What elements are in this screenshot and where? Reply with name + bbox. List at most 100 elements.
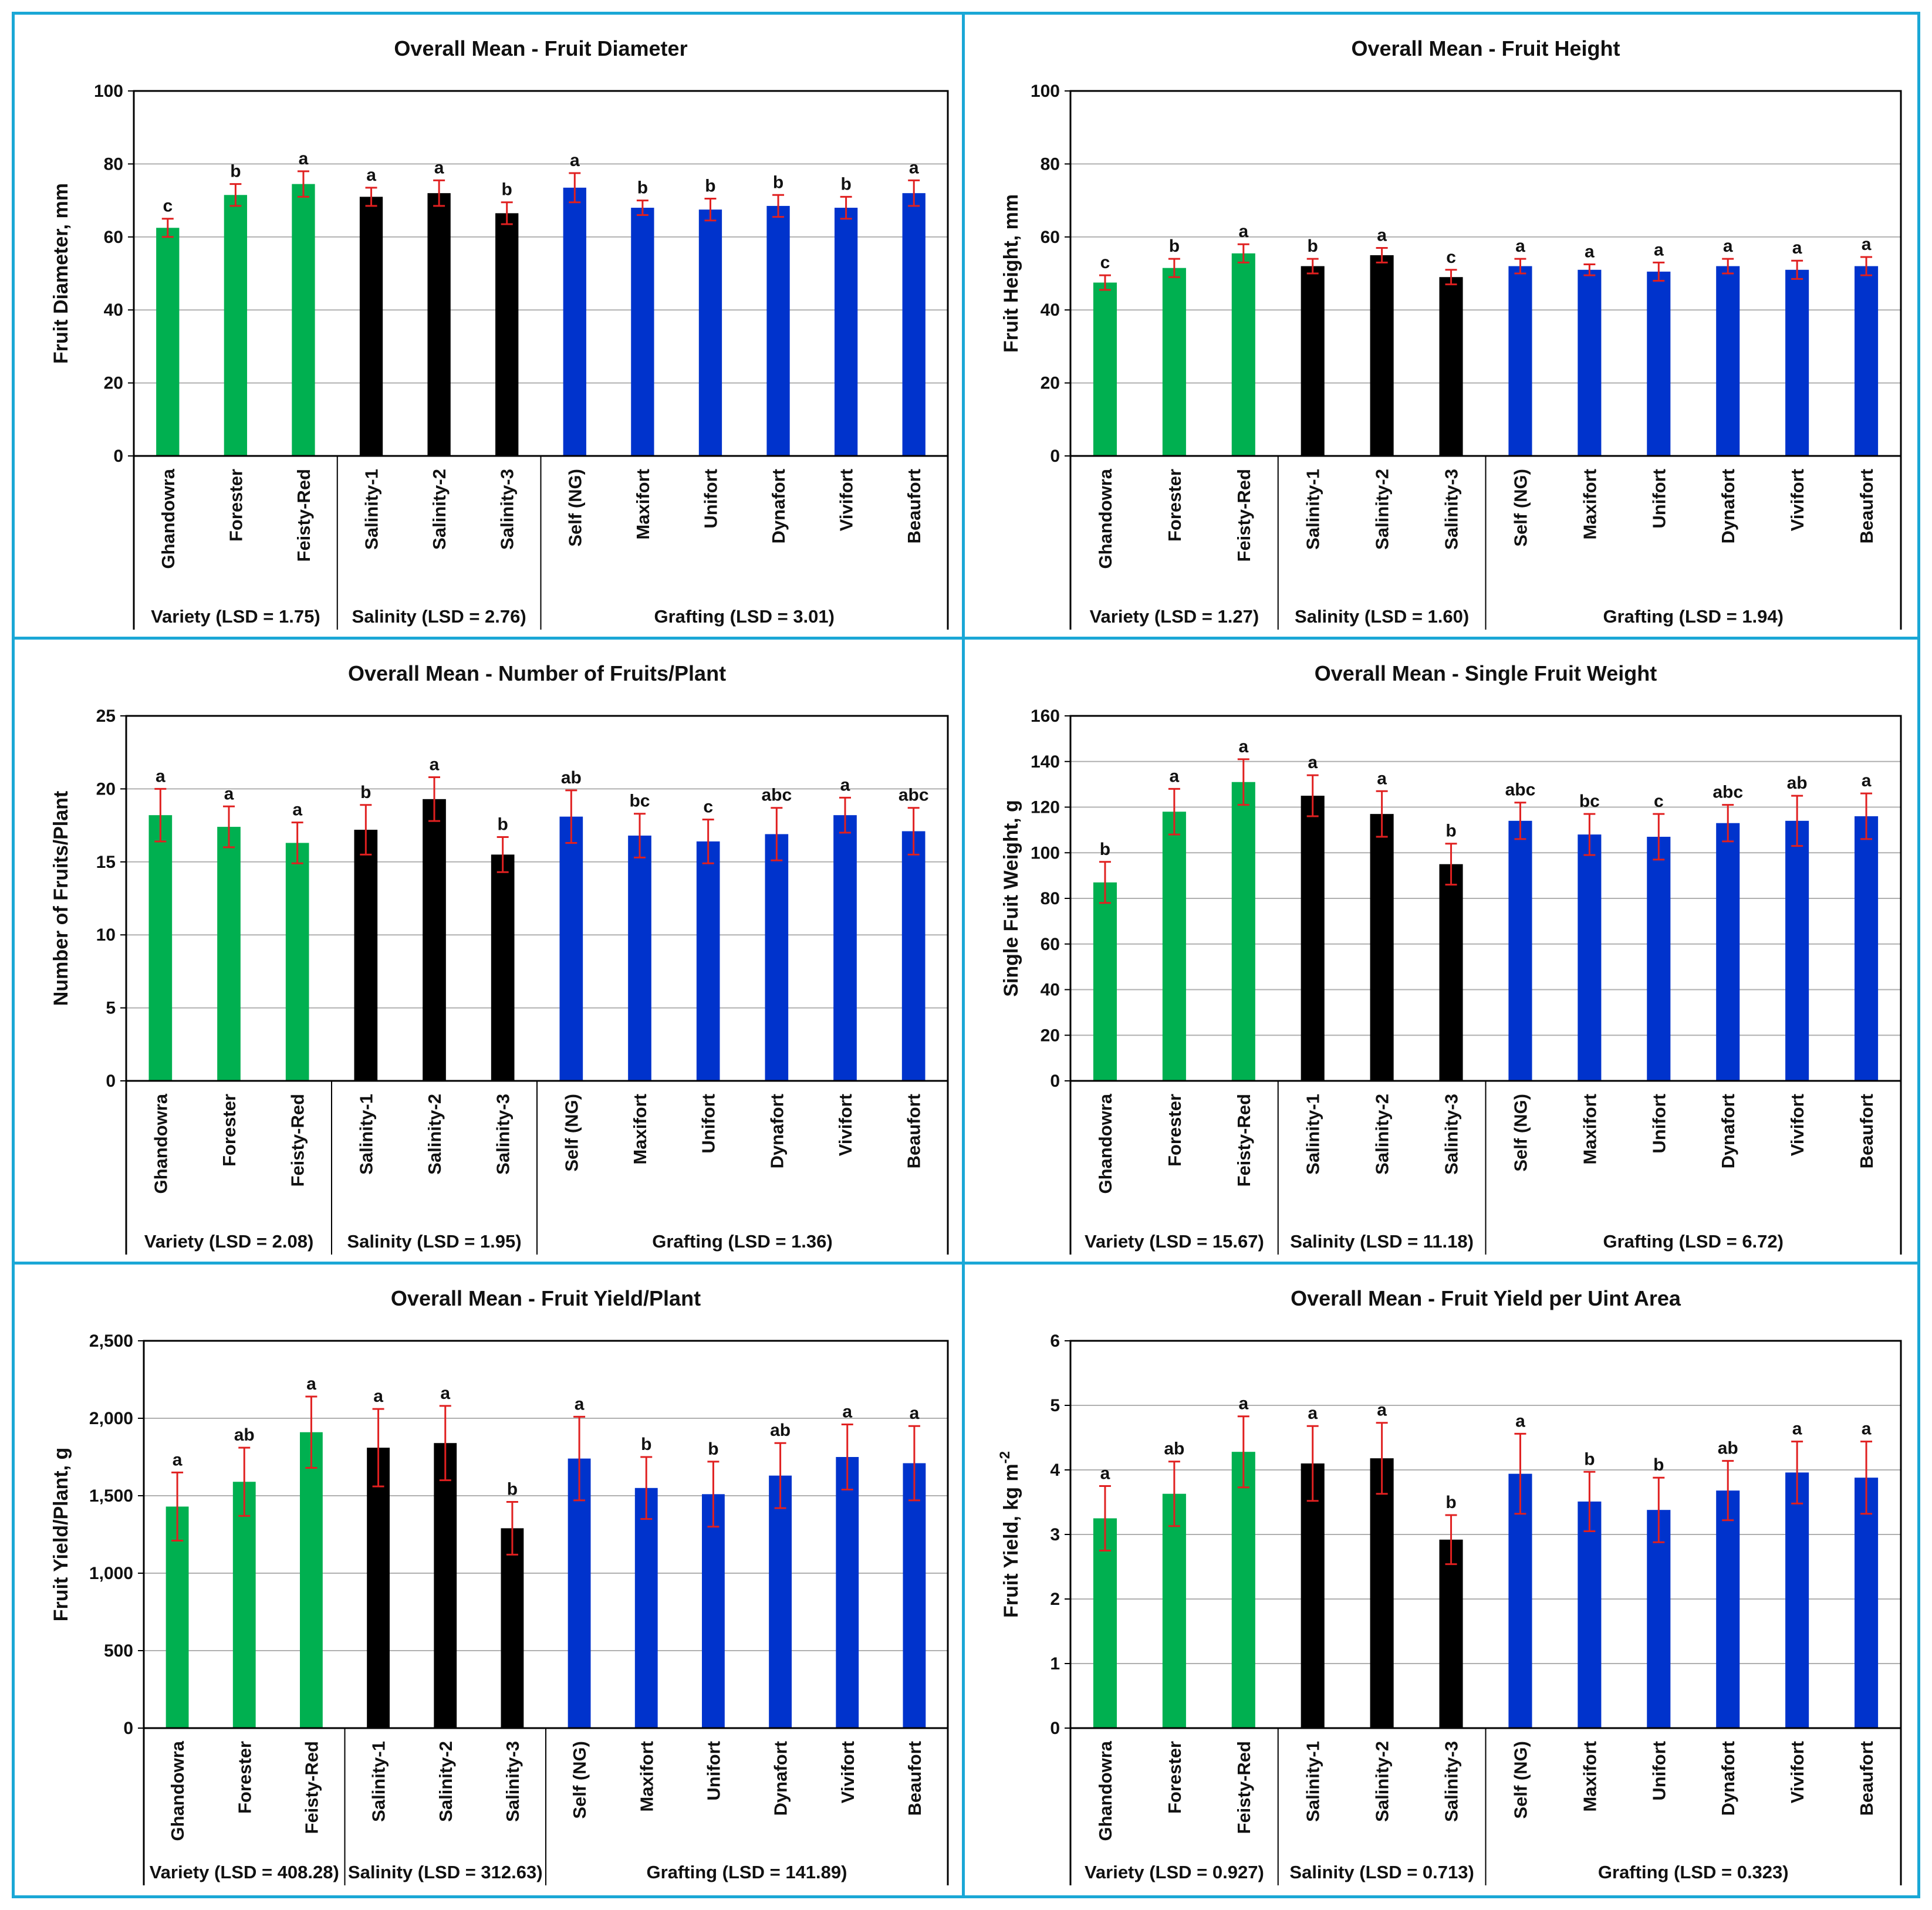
group-label-grafting: Grafting (LSD = 6.72) <box>1603 1231 1784 1252</box>
bar-feisty-red <box>292 184 315 456</box>
category-label-salinity-3: Salinity-3 <box>502 1741 523 1822</box>
bar-vivifort <box>1785 269 1809 456</box>
significance-letter: b <box>641 1435 651 1454</box>
y-tick-label: 1 <box>1050 1654 1060 1674</box>
chart-title: Overall Mean - Fruit Diameter <box>394 36 687 60</box>
bar-salinity-3 <box>1439 864 1463 1081</box>
bar-dynafort <box>1716 823 1740 1081</box>
y-tick-label: 0 <box>106 1071 116 1091</box>
bar-forester <box>232 1482 256 1728</box>
bar-ghandowra <box>156 228 180 456</box>
y-tick-label: 3 <box>1050 1525 1060 1544</box>
significance-letter: a <box>1377 769 1387 788</box>
category-label-ghandowra: Ghandowra <box>167 1740 188 1841</box>
category-label-vivifort: Vivifort <box>1787 1741 1808 1803</box>
group-label-variety: Variety (LSD = 1.27) <box>1090 606 1259 627</box>
group-label-salinity: Salinity (LSD = 11.18) <box>1290 1231 1474 1252</box>
group-label-grafting: Grafting (LSD = 0.323) <box>1598 1862 1789 1882</box>
category-label-unifort: Unifort <box>698 1094 719 1154</box>
bar-beaufort <box>1854 1478 1879 1728</box>
significance-letter: c <box>703 797 713 817</box>
significance-letter: a <box>840 775 850 795</box>
significance-letter: b <box>1169 236 1180 256</box>
significance-letter: a <box>306 1374 316 1394</box>
y-tick-label: 2,000 <box>89 1409 133 1428</box>
significance-letter: a <box>1377 225 1387 245</box>
y-tick-label: 60 <box>1041 228 1060 247</box>
bar-unifort <box>698 209 722 456</box>
category-label-beaufort: Beaufort <box>1856 1741 1877 1816</box>
significance-letter: a <box>224 784 234 803</box>
chart-title: Overall Mean - Fruit Height <box>1351 36 1620 60</box>
category-label-ghandowra: Ghandowra <box>1095 468 1116 569</box>
category-label-feisty-red: Feisty-Red <box>1234 469 1254 562</box>
y-tick-label: 0 <box>1050 1071 1060 1091</box>
significance-letter: a <box>570 151 580 170</box>
chart-overall-mean-single-fruit-weight: Overall Mean - Single Fruit Weight 0 20 40 6… <box>1000 661 1902 1255</box>
y-tick-label: 40 <box>104 300 123 320</box>
significance-letter: a <box>575 1394 585 1414</box>
bar-salinity-2 <box>1370 814 1394 1081</box>
plot-area <box>125 715 949 1082</box>
category-label-maxifort: Maxifort <box>1579 469 1600 540</box>
category-label-feisty-red: Feisty-Red <box>301 1741 322 1834</box>
significance-letter: b <box>773 173 783 192</box>
bar-beaufort <box>903 1463 926 1728</box>
category-label-salinity-1: Salinity-1 <box>1303 1094 1323 1175</box>
category-label-dynafort: Dynafort <box>1718 1741 1738 1816</box>
y-tick-label: 5 <box>106 999 116 1018</box>
y-tick-label: 0 <box>1050 1719 1060 1738</box>
bar-unifort <box>1647 1510 1671 1728</box>
significance-letter: b <box>1653 1455 1664 1475</box>
y-axis-label: Number of Fruits/Plant <box>50 791 72 1006</box>
category-label-salinity-1: Salinity-1 <box>362 469 382 550</box>
group-label-grafting: Grafting (LSD = 3.01) <box>654 606 835 627</box>
y-tick-label: 120 <box>1031 798 1060 817</box>
significance-letter: a <box>1100 1464 1110 1483</box>
bar-self-ng <box>1508 1473 1532 1728</box>
category-label-maxifort: Maxifort <box>630 1094 650 1165</box>
bar-salinity-1 <box>1301 796 1325 1081</box>
category-label-feisty-red: Feisty-Red <box>1234 1094 1254 1186</box>
chart-overall-mean-number-of-fruits-plant: Overall Mean - Number of Fruits/Plant 0 5 1… <box>50 661 949 1255</box>
significance-letter: a <box>1170 766 1180 786</box>
bar-salinity-3 <box>1439 1539 1463 1728</box>
significance-letter: a <box>440 1384 450 1403</box>
y-tick-label: 80 <box>1041 889 1060 908</box>
y-tick-label: 10 <box>96 925 116 945</box>
significance-letter: abc <box>899 786 929 805</box>
category-label-forester: Forester <box>225 469 246 542</box>
category-label-forester: Forester <box>1164 1741 1185 1814</box>
group-label-variety: Variety (LSD = 0.927) <box>1085 1862 1264 1882</box>
bar-self-ng <box>1508 266 1532 456</box>
chart-overall-mean-fruit-height: Overall Mean - Fruit Height 0 20 40 60 80 100 F… <box>1000 36 1902 630</box>
group-label-grafting: Grafting (LSD = 141.89) <box>647 1862 847 1882</box>
significance-letter: b <box>1445 822 1456 841</box>
bar-vivifort <box>1785 1472 1809 1728</box>
group-label-variety: Variety (LSD = 408.28) <box>150 1862 339 1882</box>
significance-letter: b <box>360 783 371 802</box>
category-label-beaufort: Beaufort <box>904 1741 925 1816</box>
bar-dynafort <box>1716 1490 1740 1728</box>
significance-letter: a <box>1238 737 1248 756</box>
bar-feisty-red <box>285 843 309 1081</box>
category-label-feisty-red: Feisty-Red <box>288 1094 308 1186</box>
y-tick-label: 20 <box>104 374 123 393</box>
significance-letter: a <box>299 149 309 168</box>
category-label-vivifort: Vivifort <box>837 1741 858 1803</box>
category-label-self-ng: Self (NG) <box>1510 469 1531 547</box>
category-label-beaufort: Beaufort <box>904 469 924 543</box>
bar-self-ng <box>559 816 583 1081</box>
bar-dynafort <box>1716 266 1740 456</box>
category-label-salinity-3: Salinity-3 <box>493 1094 514 1175</box>
significance-letter: a <box>1792 1419 1802 1439</box>
bar-salinity-2 <box>427 193 451 456</box>
significance-letter: abc <box>1505 780 1536 800</box>
category-label-self-ng: Self (NG) <box>565 469 585 547</box>
group-label-salinity: Salinity (LSD = 1.95) <box>347 1231 521 1252</box>
significance-letter: abc <box>1713 783 1743 802</box>
significance-letter: b <box>1445 1493 1456 1512</box>
y-tick-label: 4 <box>1050 1461 1060 1480</box>
significance-letter: c <box>1446 248 1456 267</box>
